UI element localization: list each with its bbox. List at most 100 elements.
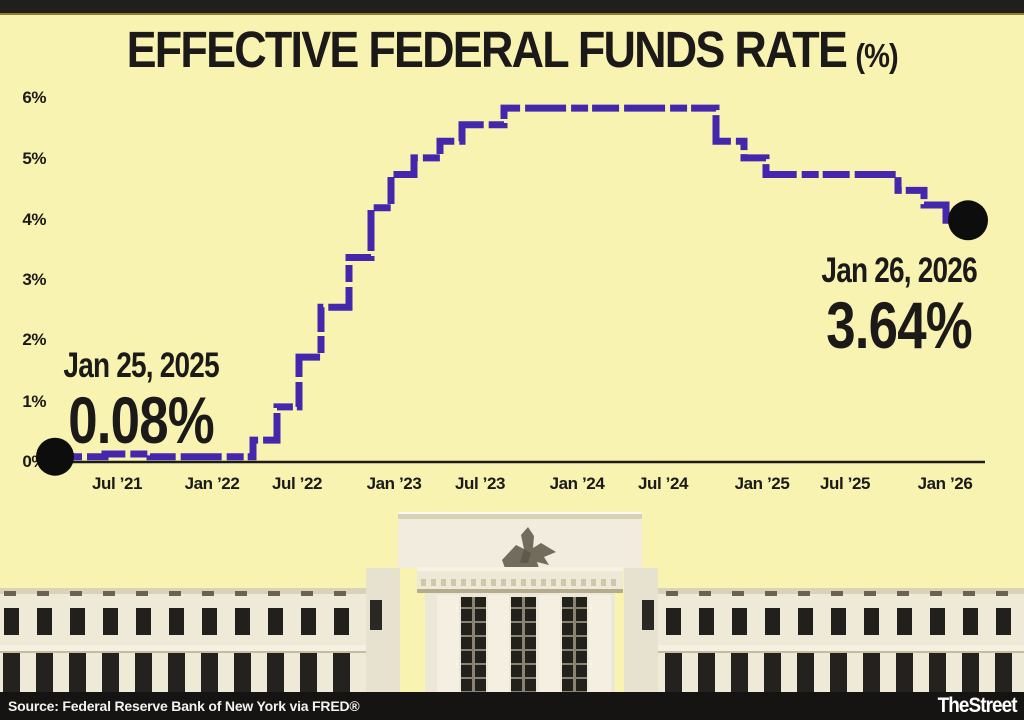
building-detail [235,591,247,596]
building-detail [831,608,846,635]
building-detail [168,653,185,692]
rate-step-chart [36,104,988,476]
building-detail [561,579,566,586]
building-detail [481,579,486,586]
building-detail [334,591,346,596]
building-detail [169,591,181,596]
building-detail [511,579,516,586]
building-detail [666,608,681,635]
thestreet-logo: TheStreet [937,694,1018,717]
chart-title: EFFECTIVE FEDERAL FUNDS RATE [126,21,847,78]
building-detail [201,653,218,692]
building-detail [441,579,446,586]
building-detail [666,591,678,596]
building-detail [581,579,586,586]
building-detail [70,608,85,635]
eagle-sculpture [502,527,556,568]
building-detail [930,608,945,635]
building-detail [601,579,606,586]
building-detail [501,579,506,586]
x-tick-jan22: Jan ’22 [184,474,240,493]
building-detail [267,653,284,692]
annotation-start: Jan 25, 2025 0.08% [0,348,311,453]
building-detail [103,591,115,596]
building-detail [471,579,476,586]
x-tick-jul24: Jul ’24 [637,474,689,493]
building-detail [996,608,1011,635]
y-tick-4: 4% [22,210,46,229]
annotation-start-date: Jan 25, 2025 [63,346,219,385]
x-tick-jul25: Jul ’25 [819,474,871,493]
building-detail [69,653,86,692]
building-detail [864,591,876,596]
building-detail [962,653,979,692]
building-detail [37,608,52,635]
building-detail [202,608,217,635]
building-detail [235,608,250,635]
building-detail [4,608,19,635]
building-detail [698,653,715,692]
building-detail [831,591,843,596]
y-tick-6: 6% [22,88,46,107]
building-detail [897,608,912,635]
building-detail [731,653,748,692]
building-detail [136,591,148,596]
building-detail [551,579,556,586]
building-detail [301,591,313,596]
building-detail [234,653,251,692]
building-detail [798,608,813,635]
building-detail [268,608,283,635]
building-detail [301,608,316,635]
building-detail [3,653,20,692]
building-detail [202,591,214,596]
page-title: EFFECTIVE FEDERAL FUNDS RATE (%) [0,20,1024,79]
building-detail [863,653,880,692]
building-detail [431,579,436,586]
x-tick-jan24: Jan ’24 [549,474,605,493]
building-detail [591,579,596,586]
start-point-marker [36,437,74,476]
building-detail [929,653,946,692]
federal-reserve-building-image [0,512,1024,692]
footer-bar: Source: Federal Reserve Bank of New York… [0,692,1024,720]
building-detail [732,608,747,635]
rate-line [55,104,968,461]
building-detail [36,653,53,692]
building-detail [830,653,847,692]
building-detail [4,591,16,596]
building-detail [541,579,546,586]
building-detail [896,653,913,692]
x-tick-jan25: Jan ’25 [734,474,790,493]
building-detail [995,653,1012,692]
building-detail [897,591,909,596]
building-detail [268,591,280,596]
annotation-end: Jan 26, 2026 3.64% [729,253,1024,358]
building-detail [996,591,1008,596]
building-detail [135,653,152,692]
y-tick-1: 1% [22,392,46,411]
x-tick-jan26: Jan ’26 [917,474,973,493]
source-credit: Source: Federal Reserve Bank of New York… [8,698,360,714]
building-detail [571,579,576,586]
building-detail [451,579,456,586]
x-tick-jan23: Jan ’23 [366,474,422,493]
building-detail [765,591,777,596]
top-bar [0,0,1024,15]
building-detail [70,591,82,596]
building-detail [930,591,942,596]
building-detail [963,608,978,635]
x-tick-jul21: Jul ’21 [91,474,143,493]
building-detail [764,653,781,692]
building-detail [37,591,49,596]
building-detail [522,597,525,692]
building-detail [699,608,714,635]
x-tick-jul22: Jul ’22 [271,474,323,493]
building-detail [665,653,682,692]
building-detail [333,653,350,692]
building-detail [797,653,814,692]
building-detail [573,597,576,692]
building-detail [798,591,810,596]
building-detail [472,597,475,692]
building-detail [300,653,317,692]
